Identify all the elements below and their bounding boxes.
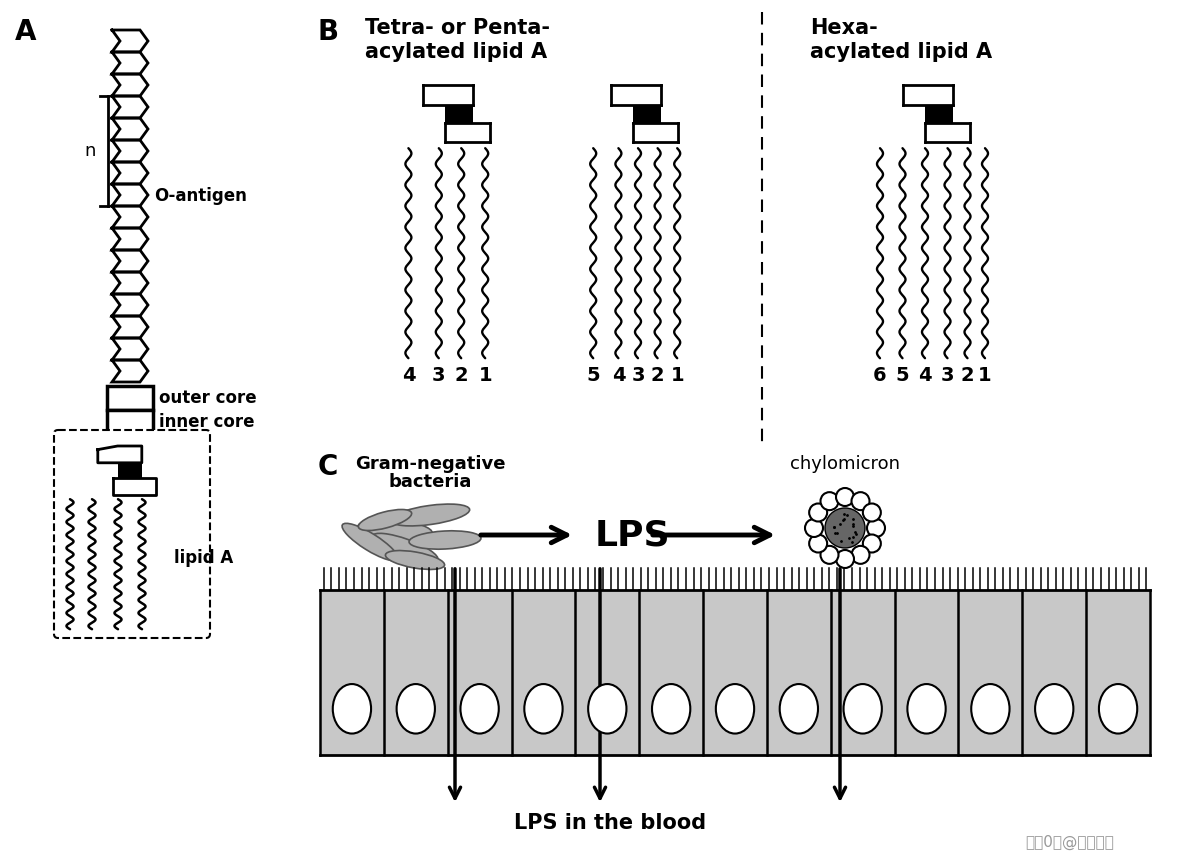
Ellipse shape [409, 531, 481, 549]
Circle shape [805, 519, 822, 537]
Circle shape [820, 546, 839, 564]
Text: inner core: inner core [159, 413, 255, 431]
Ellipse shape [460, 684, 499, 734]
Bar [320, 590, 1150, 755]
Text: Gram-negative: Gram-negative [355, 455, 505, 473]
Text: 1: 1 [478, 366, 492, 385]
Text: 5: 5 [896, 366, 910, 385]
Text: 4: 4 [401, 366, 415, 385]
Ellipse shape [386, 550, 445, 569]
Ellipse shape [844, 684, 881, 734]
Bar [925, 105, 952, 123]
Ellipse shape [524, 684, 563, 734]
Circle shape [809, 535, 827, 553]
Ellipse shape [372, 534, 438, 562]
Circle shape [820, 492, 839, 510]
Text: C: C [317, 453, 339, 481]
Text: 4: 4 [918, 366, 932, 385]
Ellipse shape [396, 684, 435, 734]
Text: Tetra- or Penta-: Tetra- or Penta- [365, 18, 550, 38]
Text: Hexa-: Hexa- [809, 18, 878, 38]
Bar [445, 105, 472, 123]
Text: B: B [317, 18, 339, 46]
Ellipse shape [333, 684, 371, 734]
Text: LPS in the blood: LPS in the blood [514, 813, 706, 833]
Ellipse shape [391, 504, 470, 526]
Text: 2: 2 [454, 366, 468, 385]
Text: chylomicron: chylomicron [789, 455, 900, 473]
Text: 3: 3 [940, 366, 955, 385]
Circle shape [809, 503, 827, 522]
Text: lipid A: lipid A [173, 549, 234, 567]
Ellipse shape [653, 684, 690, 734]
Text: 1: 1 [670, 366, 684, 385]
Text: 1: 1 [978, 366, 992, 385]
Text: O-antigen: O-antigen [155, 187, 247, 205]
FancyBboxPatch shape [54, 430, 210, 638]
Circle shape [852, 546, 870, 564]
Bar [107, 410, 153, 434]
Text: 3: 3 [432, 366, 446, 385]
Ellipse shape [780, 684, 818, 734]
Text: LPS: LPS [595, 519, 670, 553]
Ellipse shape [359, 509, 412, 530]
Ellipse shape [716, 684, 754, 734]
Bar [107, 386, 153, 410]
Ellipse shape [1099, 684, 1138, 734]
Text: acylated lipid A: acylated lipid A [809, 42, 992, 62]
Text: outer core: outer core [159, 389, 256, 407]
Text: A: A [15, 18, 37, 46]
Bar [118, 463, 142, 478]
Circle shape [863, 535, 880, 553]
Circle shape [852, 492, 870, 510]
Text: 5: 5 [586, 366, 599, 385]
Circle shape [825, 508, 865, 548]
Text: n: n [85, 142, 96, 160]
Text: bacteria: bacteria [388, 473, 472, 491]
Ellipse shape [588, 684, 627, 734]
Ellipse shape [342, 523, 398, 561]
Text: 2: 2 [651, 366, 664, 385]
Ellipse shape [971, 684, 1010, 734]
Text: 3: 3 [631, 366, 644, 385]
Text: acylated lipid A: acylated lipid A [365, 42, 548, 62]
Ellipse shape [907, 684, 945, 734]
Circle shape [835, 488, 854, 506]
Circle shape [867, 519, 885, 537]
Ellipse shape [1035, 684, 1074, 734]
Text: 6: 6 [873, 366, 887, 385]
Text: 2: 2 [961, 366, 975, 385]
Circle shape [863, 503, 880, 522]
Text: 4: 4 [611, 366, 625, 385]
Text: 搜狙0号@谷禾健康: 搜狙0号@谷禾健康 [1025, 835, 1114, 850]
Ellipse shape [358, 520, 432, 541]
Bar [632, 105, 661, 123]
Circle shape [835, 550, 854, 568]
